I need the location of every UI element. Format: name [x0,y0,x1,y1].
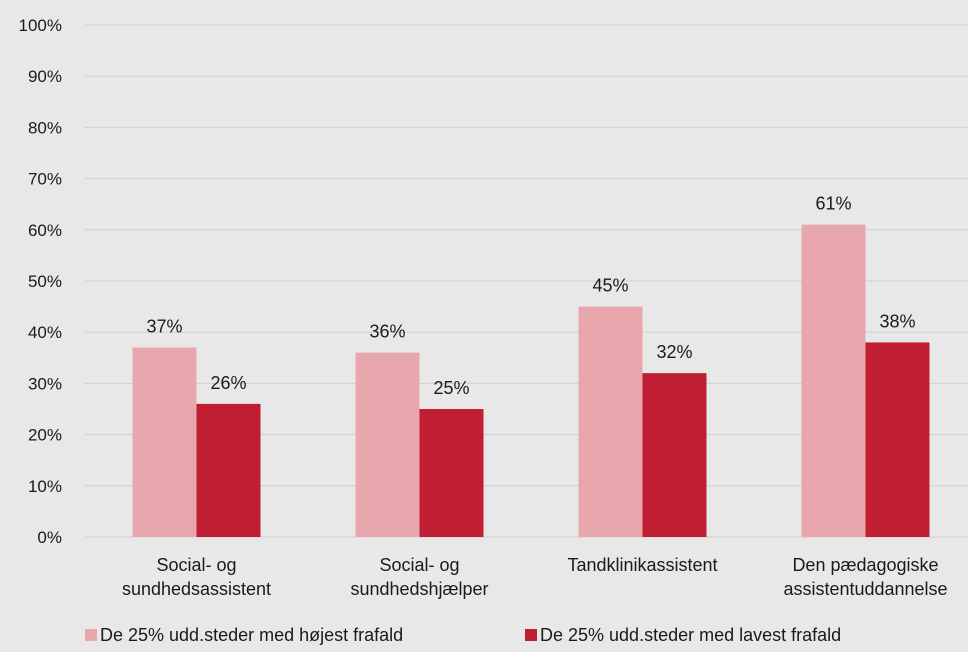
x-category-label: Den pædagogiske assistentuddannelse [783,555,947,599]
bar [196,403,261,537]
y-axis: 0% 10% 20% 30% 40% 50% 60% 70% 80% 90% 100% [19,16,62,547]
legend-item: De 25% udd.steder med højest frafald [85,625,403,645]
data-label: 37% [146,317,182,337]
legend-label: De 25% udd.steder med højest frafald [100,625,403,645]
data-label: 25% [433,378,469,398]
legend: De 25% udd.steder med højest frafald De 2… [85,625,841,645]
data-label: 32% [656,342,692,362]
x-category-label: Tandklinikassistent [567,555,717,575]
y-tick-label: 80% [28,118,62,137]
data-label: 36% [369,322,405,342]
legend-label: De 25% udd.steder med lavest frafald [540,625,841,645]
y-tick-label: 90% [28,67,62,86]
y-tick-label: 10% [28,477,62,496]
bar [132,347,197,537]
data-label: 45% [592,276,628,296]
y-tick-label: 50% [28,272,62,291]
bar [419,409,484,537]
legend-swatch [525,629,537,641]
y-tick-label: 20% [28,426,62,445]
y-tick-label: 0% [37,528,62,547]
y-tick-label: 70% [28,170,62,189]
x-category-label: Social- og sundhedsassistent [122,555,271,599]
x-category-label: Social- og sundhedshjælper [350,555,488,599]
bars [132,224,930,537]
y-tick-label: 40% [28,323,62,342]
y-tick-label: 100% [19,16,62,35]
bar [642,373,707,537]
y-tick-label: 30% [28,374,62,393]
data-label: 26% [210,373,246,393]
bar [801,224,866,537]
data-labels: 37% 26% 36% 25% 45% 32% 61% 38% [146,194,915,398]
data-label: 38% [879,311,915,331]
data-label: 61% [815,194,851,214]
bar [578,306,643,537]
x-axis: Social- og sundhedsassistent Social- og sun… [122,555,948,599]
y-tick-label: 60% [28,221,62,240]
legend-swatch [85,629,97,641]
legend-item: De 25% udd.steder med lavest frafald [525,625,841,645]
bar [865,342,930,537]
bar [355,352,420,537]
